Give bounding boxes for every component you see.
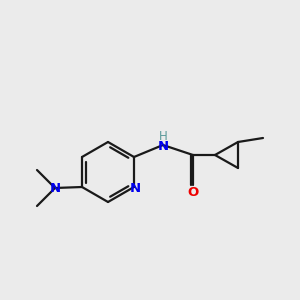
Text: N: N: [50, 182, 61, 194]
Text: O: O: [188, 185, 199, 199]
Text: N: N: [158, 140, 169, 152]
Text: N: N: [129, 182, 140, 194]
Text: H: H: [159, 130, 167, 142]
